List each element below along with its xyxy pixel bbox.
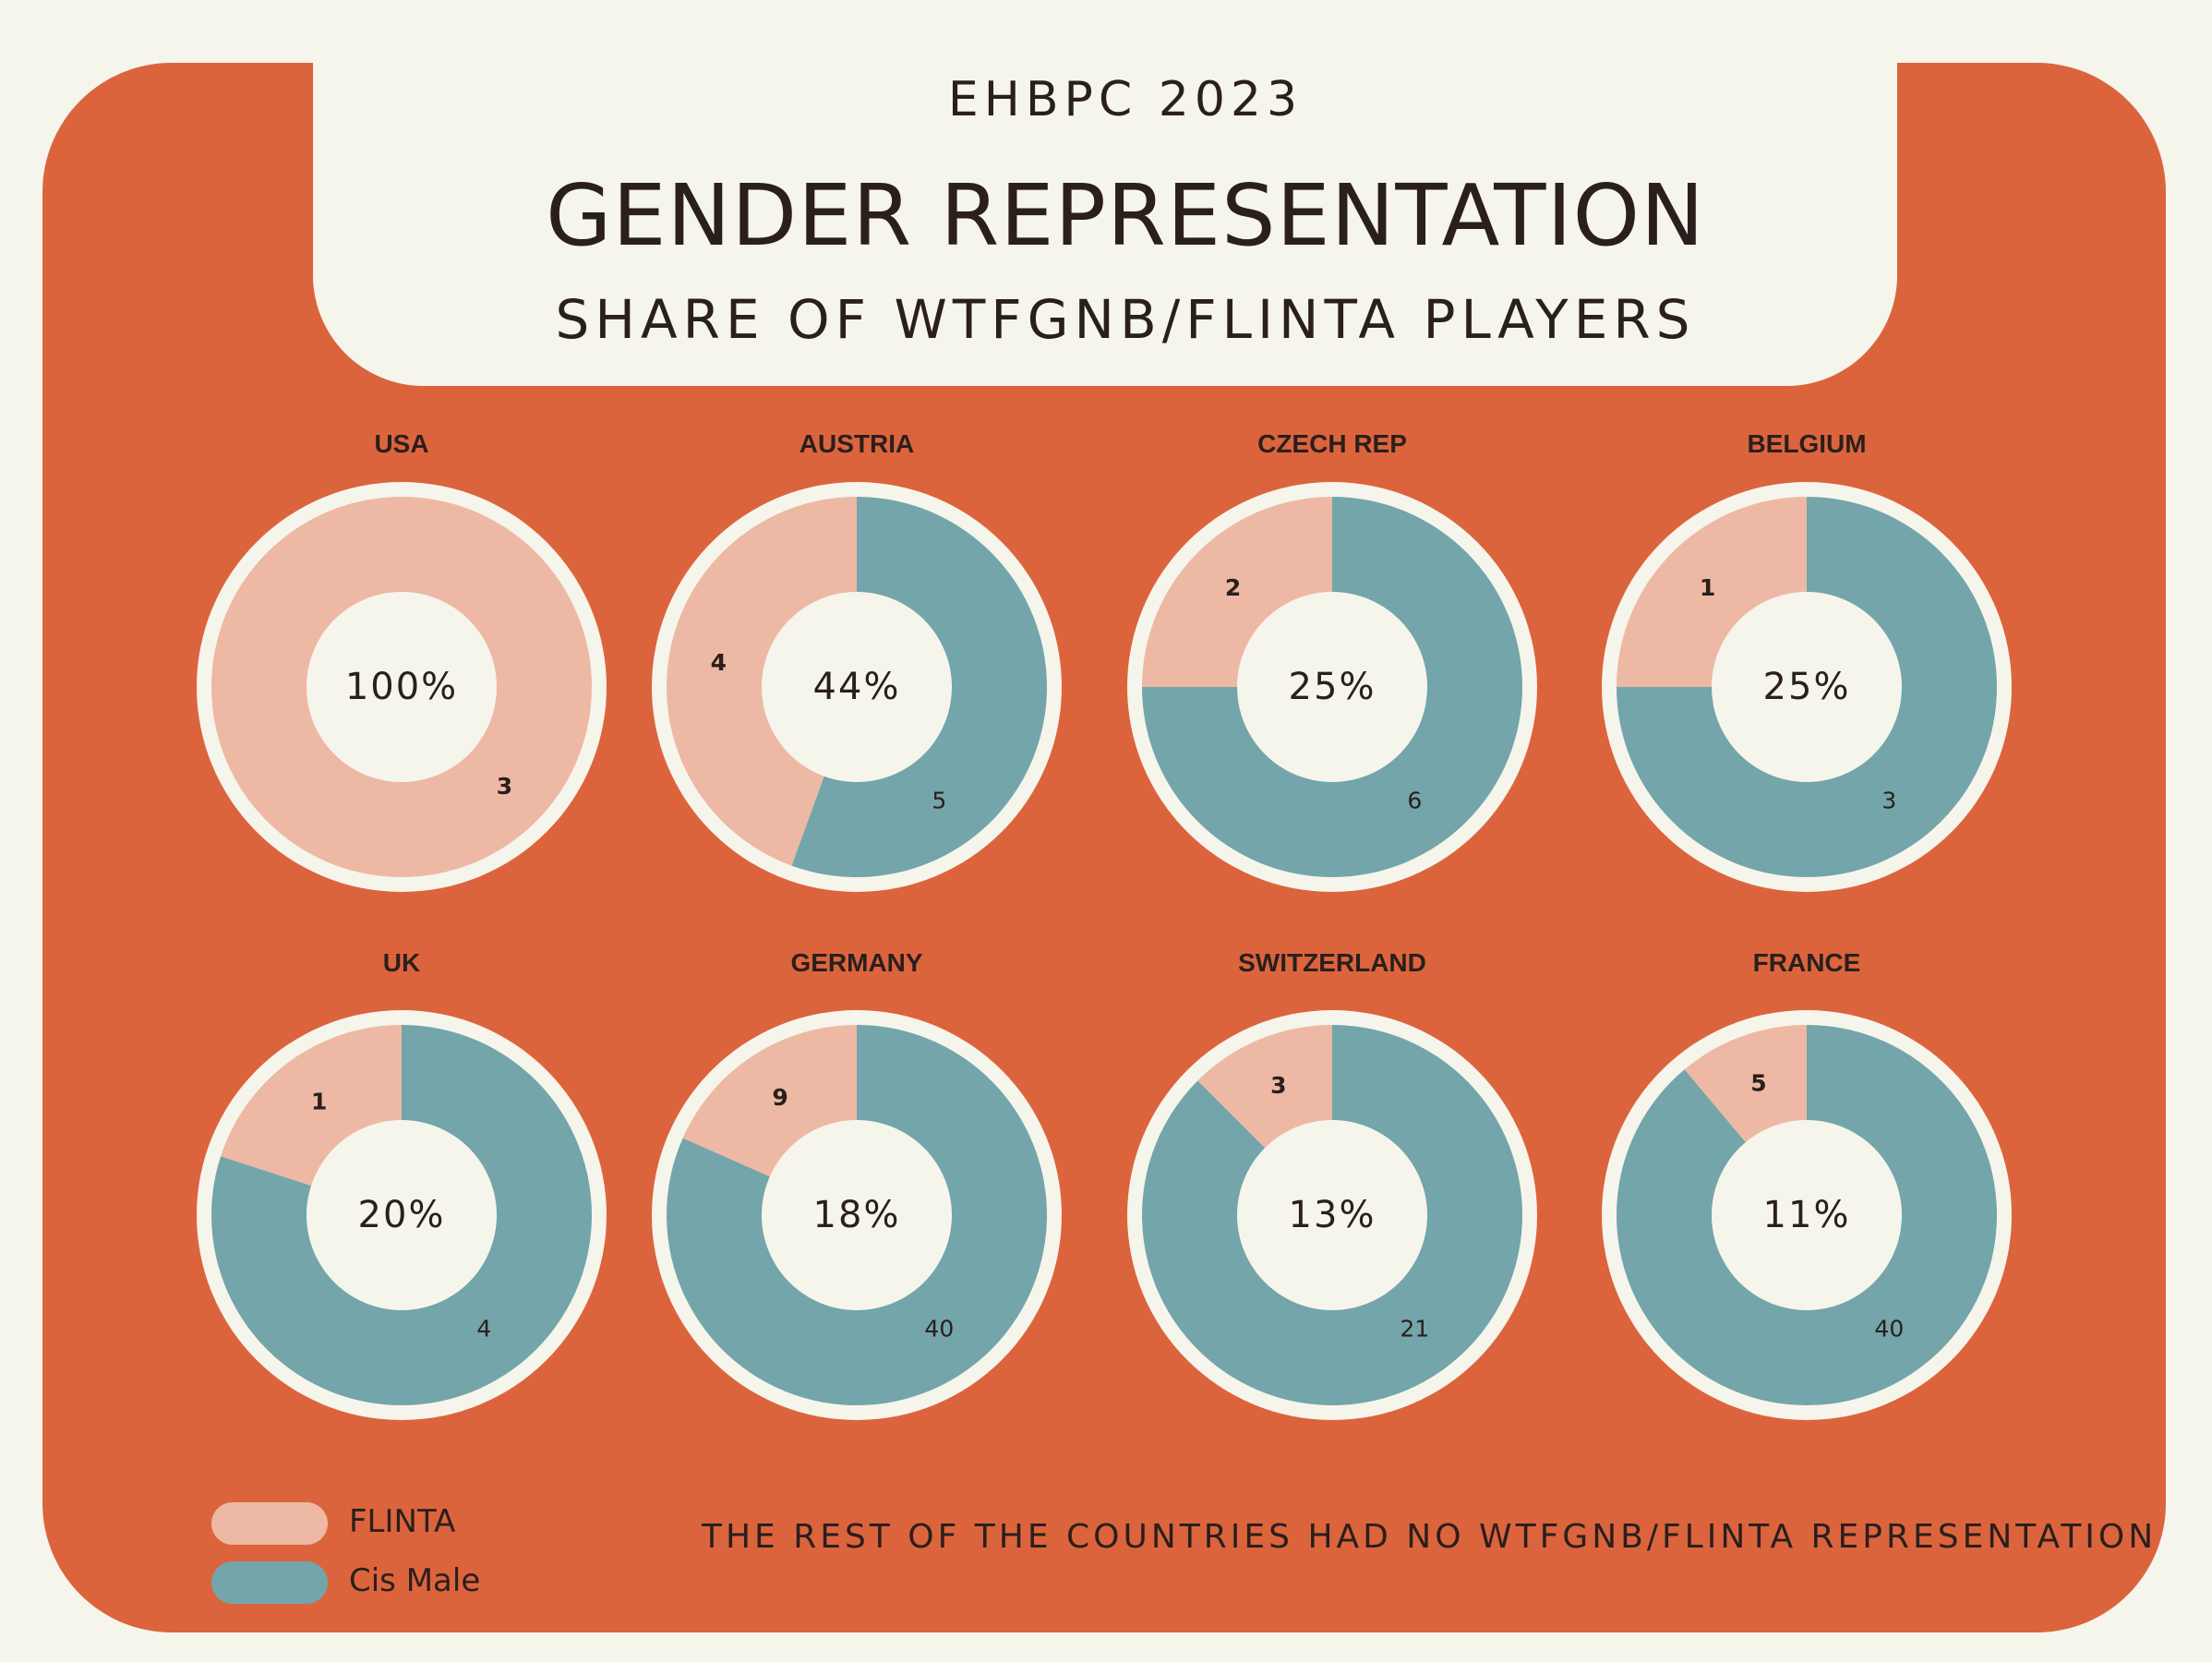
count-label-flinta: 5 [1750,1070,1766,1097]
page-title: GENDER REPRESENTATION [546,166,1705,265]
country-label-austria: AUSTRIA [799,429,914,458]
percent-label: 13% [1289,1194,1376,1236]
country-label-france: FRANCE [1753,948,1861,977]
count-label-cis-male: 21 [1400,1315,1429,1342]
count-label-cis-male: 3 [1881,787,1896,813]
country-label-belgium: BELGIUM [1747,429,1866,458]
donut-hole [307,1120,497,1310]
percent-label: 100% [345,666,458,708]
country-label-czech-rep: CZECH REP [1257,429,1407,458]
donut-france: FRANCE 11% 5 40 [1602,948,2012,1420]
country-label-uk: UK [383,948,420,977]
legend-swatch-cis-male [211,1561,328,1604]
count-label-flinta: 2 [1225,574,1241,601]
legend-label-flinta: FLINTA [349,1503,456,1540]
header-tab [313,0,1897,386]
count-label-cis-male: 5 [932,787,946,813]
percent-label: 25% [1763,666,1851,708]
legend-swatch-flinta [211,1502,328,1545]
donut-uk: UK 20% 1 4 [197,948,607,1420]
donut-hole [307,592,497,782]
count-label-flinta: 3 [1270,1072,1286,1099]
footnote: THE REST OF THE COUNTRIES HAD NO WTFGNB/… [702,1518,2158,1556]
percent-label: 20% [358,1194,446,1236]
percent-label: 44% [813,666,901,708]
donut-austria: AUSTRIA 44% 4 5 [652,429,1062,892]
count-label-cis-male: 40 [924,1315,954,1342]
count-label-flinta: 4 [711,649,727,676]
donut-switzerland: SWITZERLAND 13% 3 21 [1127,948,1537,1420]
percent-label: 25% [1289,666,1376,708]
count-label-flinta: 3 [497,773,512,800]
count-label-flinta: 9 [772,1084,787,1111]
donut-hole [1712,1120,1902,1310]
count-label-cis-male: 40 [1874,1315,1904,1342]
donut-hole [1237,592,1427,782]
donut-germany: GERMANY 18% 9 40 [652,948,1062,1420]
country-label-germany: GERMANY [790,948,922,977]
legend-label-cis-male: Cis Male [349,1562,481,1599]
subtitle: SHARE OF WTFGNB/FLINTA PLAYERS [555,288,1696,351]
donut-hole [1712,592,1902,782]
slice-flinta [667,497,857,866]
count-label-flinta: 1 [1700,574,1715,601]
country-label-switzerland: SWITZERLAND [1238,948,1426,977]
supertitle: EHBPC 2023 [947,72,1304,127]
donut-belgium: BELGIUM 25% 1 3 [1602,429,2012,892]
donut-usa: USA 100% 3 [197,429,607,892]
donut-czech-rep: CZECH REP 25% 2 6 [1127,429,1537,892]
count-label-cis-male: 4 [476,1315,491,1342]
count-label-flinta: 1 [311,1089,327,1115]
donut-hole [762,1120,952,1310]
country-label-usa: USA [374,429,428,458]
donut-hole [1237,1120,1427,1310]
percent-label: 18% [813,1194,901,1236]
donut-hole [762,592,952,782]
count-label-cis-male: 6 [1407,787,1422,813]
percent-label: 11% [1763,1194,1851,1236]
